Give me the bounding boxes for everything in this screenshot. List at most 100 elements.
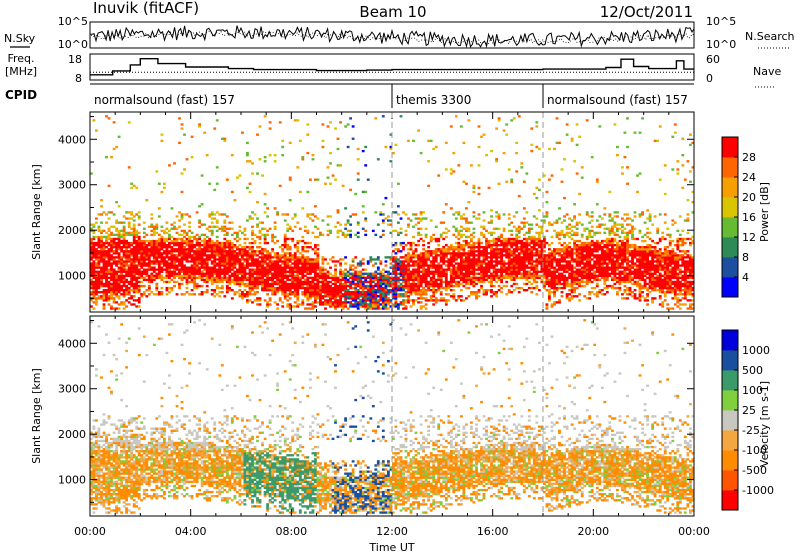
heatmap-cell [349,291,353,294]
heatmap-cell [220,291,224,294]
heatmap-cell [387,223,390,226]
heatmap-cell [137,246,141,249]
heatmap-cell [482,276,486,280]
heatmap-cell [251,282,254,286]
heatmap-cell [92,231,96,235]
heatmap-cell [512,215,516,218]
heatmap-cell [273,270,277,273]
heatmap-cell [550,258,554,261]
heatmap-cell [97,280,101,284]
heatmap-cell [316,260,320,263]
heatmap-cell [376,284,380,288]
heatmap-cell [115,227,119,230]
heatmap-cell [175,272,179,275]
heatmap-cell [170,241,174,245]
heatmap-cell [291,284,295,288]
heatmap-cell [115,274,119,278]
heatmap-cell [460,262,463,265]
heatmap-cell [160,244,164,247]
heatmap-cell [210,260,214,263]
heatmap-cell [200,284,204,288]
heatmap-cell [256,270,259,273]
heatmap-cell [112,250,116,253]
heatmap-cell [122,241,126,245]
heatmap-cell [379,276,383,280]
heatmap-cell [553,270,556,273]
heatmap-cell [102,258,106,261]
heatmap-cell [376,307,380,310]
heatmap-cell [351,303,355,306]
heatmap-cell [266,280,270,284]
heatmap-cell [283,235,287,239]
heatmap-cell [507,250,511,253]
heatmap-cell [538,241,541,245]
heatmap-cell [326,223,330,226]
heatmap-cell [283,237,287,241]
heatmap-cell [100,250,103,253]
heatmap-cell [233,262,237,265]
heatmap-cell [223,262,227,265]
heatmap-cell [152,248,156,251]
heatmap-cell [500,262,504,265]
heatmap-cell [220,256,224,259]
heatmap-cell [198,268,202,271]
heatmap-cell [495,160,499,163]
heatmap-cell [326,272,330,275]
heatmap-cell [276,252,280,255]
heatmap-cell [140,284,144,288]
heatmap-cell [324,274,327,278]
heatmap-cell [271,284,275,288]
heatmap-cell [447,264,451,267]
heatmap-cell [492,231,496,235]
heatmap-cell [193,293,197,296]
noise-left-tick-bottom: 10^0 [58,38,88,51]
heatmap-cell [276,268,280,271]
heatmap-cell [311,268,315,271]
heatmap-cell [492,237,496,241]
heatmap-cell [213,266,217,269]
heatmap-cell [424,282,428,286]
heatmap-cell [482,270,486,273]
heatmap-cell [276,270,280,273]
heatmap-cell [465,272,468,275]
heatmap-cell [452,151,456,155]
heatmap-cell [152,244,156,247]
heatmap-cell [321,286,325,290]
heatmap-cell [545,213,549,216]
heatmap-cell [326,291,330,294]
heatmap-cell [480,268,483,271]
heatmap-cell [125,274,129,278]
heatmap-cell [356,295,360,298]
heatmap-cell [334,282,337,286]
heatmap-cell [281,262,285,265]
heatmap-cell [163,262,166,265]
heatmap-cell [374,272,378,275]
heatmap-cell [371,274,375,278]
heatmap-cell [218,264,222,267]
heatmap-cell [178,241,181,245]
heatmap-cell [412,264,415,267]
heatmap-cell [321,256,325,259]
heatmap-cell [361,305,365,308]
heatmap-cell [530,127,534,130]
heatmap-cell [331,282,335,286]
heatmap-cell [316,284,320,288]
heatmap-cell [384,260,388,263]
heatmap-cell [326,284,330,288]
heatmap-cell [538,252,541,255]
heatmap-cell [298,303,302,306]
heatmap-cell [540,239,544,243]
heatmap-cell [273,154,277,157]
heatmap-cell [135,258,139,261]
heatmap-cell [414,278,418,282]
heatmap-cell [568,276,572,280]
heatmap-cell [477,264,481,267]
heatmap-cell [545,305,549,308]
heatmap-cell [102,262,106,265]
heatmap-cell [361,211,365,214]
heatmap-cell [407,256,410,259]
heatmap-cell [271,256,275,259]
heatmap-cell [344,297,348,300]
heatmap-cell [454,299,458,302]
heatmap-cell [334,293,337,296]
